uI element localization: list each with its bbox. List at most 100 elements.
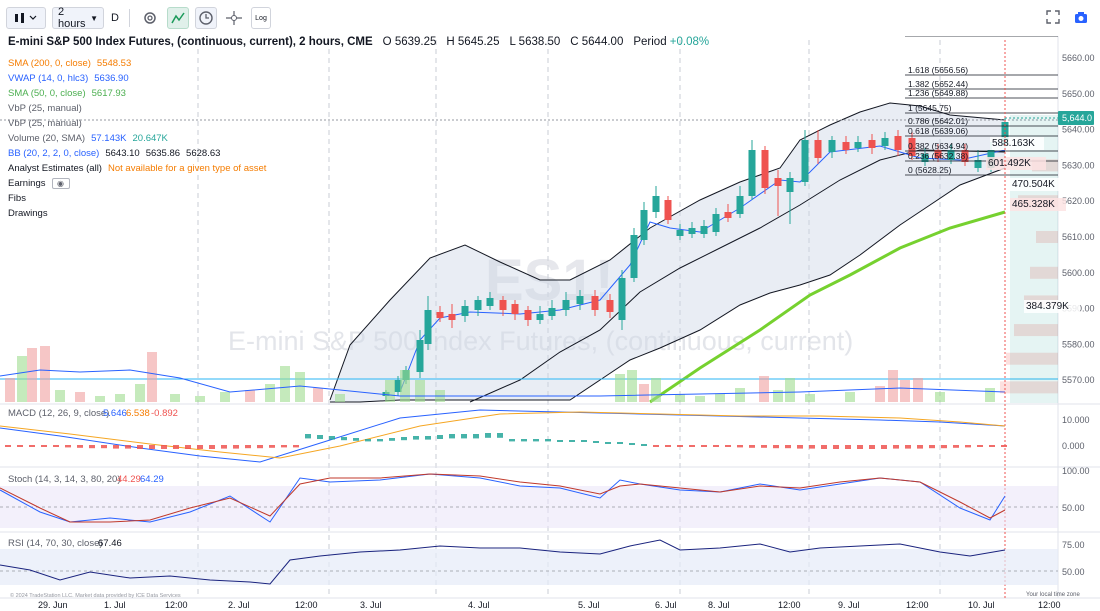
macd-histogram-bar [917, 445, 923, 449]
legend-fibs[interactable]: Fibs [8, 193, 26, 204]
legend-vbp-1[interactable]: VbP (25, manual) [8, 103, 82, 114]
symbol-title[interactable]: E-mini S&P 500 Index Futures, (continuou… [8, 36, 373, 48]
candle [486, 292, 494, 310]
time-axis-label: 12:00 [1038, 600, 1061, 610]
legend-bb[interactable]: BB (20, 2, 2, 0, close) 5643.10 5635.86 562… [8, 148, 221, 159]
legend-sma200[interactable]: SMA (200, 0, close) 5548.53 [8, 58, 132, 69]
candle-body [761, 150, 769, 188]
macd-histogram-bar [545, 439, 551, 442]
vbp-label-bg [1010, 198, 1066, 211]
macd-histogram-bar [533, 439, 539, 442]
candle-body [461, 306, 469, 316]
candle-body [894, 136, 902, 150]
bollinger-cloud [330, 103, 1005, 402]
candle [786, 172, 794, 224]
legend-vwap[interactable]: VWAP (14, 0, hlc3) 5636.90 [8, 73, 129, 84]
legend-analyst[interactable]: Analyst Estimates (all) Not available for… [8, 163, 267, 174]
macd-histogram-bar [521, 439, 527, 442]
screenshot-button[interactable] [1074, 10, 1088, 27]
macd-histogram-bar [317, 435, 323, 439]
macd-histogram-bar [233, 445, 239, 449]
time-axis-label: 12:00 [906, 600, 929, 610]
candle-body [576, 296, 584, 304]
period-button[interactable]: D [111, 12, 119, 24]
bollinger-middle-line [469, 149, 1006, 403]
fullscreen-button[interactable] [1046, 10, 1060, 27]
macd-histogram-bar [833, 445, 839, 449]
macd-line [0, 409, 1006, 463]
ohlc-open: O 5639.25 [382, 36, 437, 48]
rsi-tick: 75.00 [1062, 540, 1085, 550]
time-axis-label: 29. Jun [38, 600, 68, 610]
log-button[interactable]: Log [251, 7, 271, 29]
candle [416, 330, 424, 378]
vbp-value-label: 470.504K [1012, 179, 1055, 190]
macd-histogram-bar [341, 437, 347, 441]
time-axis-label: 12:00 [165, 600, 188, 610]
volume-bar [55, 390, 65, 402]
candle-body [868, 140, 876, 148]
candle [688, 222, 696, 238]
macd-histogram-bar [593, 441, 599, 443]
bollinger-lower-line [330, 167, 1006, 403]
candle-body [700, 226, 708, 234]
macd-histogram-bar [689, 445, 695, 447]
macd-histogram-bar [149, 445, 155, 449]
legend-earnings[interactable]: Earnings ◉ [8, 176, 266, 191]
legend-volume[interactable]: Volume (20, SMA) 57.143K 20.647K [8, 133, 168, 144]
candle-body [448, 314, 456, 320]
volume-bar [75, 392, 85, 402]
macd-histogram-bar [101, 445, 107, 449]
volume-bar [888, 370, 898, 402]
macd-histogram-bar [413, 436, 419, 440]
macd-histogram-bar [881, 445, 887, 449]
macd-histogram-bar [857, 445, 863, 449]
candle [499, 296, 507, 316]
candle [511, 300, 519, 320]
macd-histogram-bar [437, 435, 443, 439]
macd-histogram-bar [461, 434, 467, 439]
price-tick-label: 5640.00 [1062, 125, 1095, 135]
macd-histogram-bar [965, 445, 971, 448]
candle-body [842, 142, 850, 150]
candle-body [652, 196, 660, 212]
macd-histogram-bar [509, 439, 515, 442]
stoch-label: Stoch (14, 3, 14, 3, 80, 20) [8, 474, 121, 485]
volume-bar [845, 392, 855, 402]
time-axis-label: 1. Jul [104, 600, 126, 610]
legend-drawings[interactable]: Drawings [8, 208, 48, 219]
vwap-line [399, 145, 1006, 393]
candle-body [486, 298, 494, 306]
price-tick-label: 5620.00 [1062, 196, 1095, 206]
volume-bar [675, 394, 685, 402]
legend-vbp-2[interactable]: VbP (25, manual) [8, 118, 82, 129]
macd-histogram-bar [893, 445, 899, 449]
timezone-label: Your local time zone [1026, 592, 1080, 598]
candle-body [712, 214, 720, 232]
chart-type-button[interactable] [6, 7, 46, 29]
indicators-button[interactable] [167, 7, 189, 29]
time-button[interactable] [195, 7, 217, 29]
macd-histogram-bar [353, 438, 359, 441]
stoch-tick: 100.00 [1062, 466, 1090, 476]
macd-histogram-bar [797, 445, 803, 449]
interval-select[interactable]: 2 hours ▼ [52, 6, 104, 30]
candle-body [511, 304, 519, 314]
candle-body [630, 235, 638, 278]
bollinger-upper-line [329, 102, 1006, 401]
macd-histogram-bar [29, 445, 35, 447]
candle [630, 228, 638, 282]
candle-body [921, 154, 929, 162]
macd-histogram-bar [389, 438, 395, 441]
volume-bar [295, 372, 305, 402]
macd-histogram-bar [557, 440, 563, 442]
legend-sma50[interactable]: SMA (50, 0, close) 5617.93 [8, 88, 126, 99]
volume-bar [265, 384, 275, 402]
settings-button[interactable] [139, 7, 161, 29]
volume-sma-line [0, 369, 1006, 397]
vbp-value-label: 601.492K [988, 158, 1031, 169]
eye-icon[interactable]: ◉ [51, 178, 70, 189]
crosshair-button[interactable] [223, 7, 245, 29]
